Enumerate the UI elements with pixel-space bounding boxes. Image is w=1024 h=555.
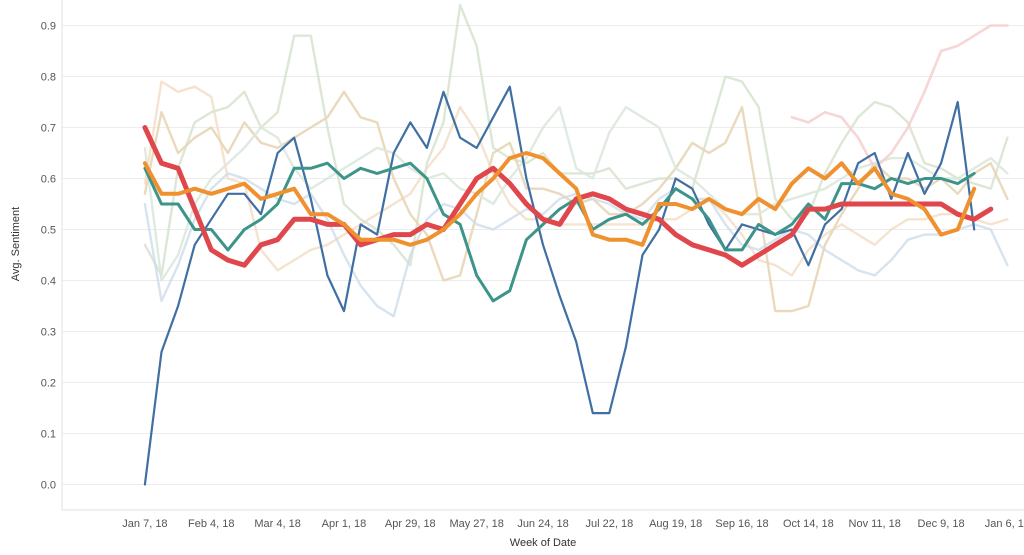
axes: 0.0 0.1 0.2 0.3 0.4 0.5 0.6 0.7 0.8 0.9 Jan 7, 18 F… (41, 0, 1024, 530)
x-tick-label: Nov 11, 18 (849, 518, 901, 530)
series-line-5[interactable] (143, 105, 1009, 282)
x-tick-label: Apr 1, 18 (322, 518, 367, 530)
series-line-6[interactable] (790, 24, 1009, 170)
y-tick-label: 0.9 (41, 21, 56, 33)
x-tick-label: Aug 19, 18 (649, 518, 702, 530)
x-tick-label: Jan 6, 19 (985, 518, 1024, 530)
x-tick-label: Sep 16, 18 (715, 518, 768, 530)
y-axis-title: Avg. Sentiment (10, 207, 22, 281)
y-tick-label: 0.5 (41, 225, 56, 237)
x-tick-label: Apr 29, 18 (385, 518, 436, 530)
x-tick-label: Jun 24, 18 (517, 518, 568, 530)
y-tick-label: 0.4 (41, 276, 56, 288)
x-tick-label: Mar 4, 18 (254, 518, 300, 530)
y-tick-label: 0.1 (41, 429, 56, 441)
x-tick-label: Feb 4, 18 (188, 518, 234, 530)
x-tick-label: Oct 14, 18 (783, 518, 834, 530)
y-tick-label: 0.0 (41, 480, 56, 492)
y-tick-label: 0.2 (41, 378, 56, 390)
y-tick-label: 0.7 (41, 123, 56, 135)
series-line-9[interactable] (142, 125, 994, 268)
x-tick-label: Dec 9, 18 (918, 518, 965, 530)
y-tick-label: 0.3 (41, 327, 56, 339)
series-line-7[interactable] (143, 85, 976, 486)
series-lines (142, 3, 1009, 486)
series-line-1[interactable] (143, 80, 1009, 277)
y-tick-label: 0.8 (41, 72, 56, 84)
x-tick-label: May 27, 18 (449, 518, 503, 530)
x-tick-label: Jul 22, 18 (585, 518, 633, 530)
y-tick-label: 0.6 (41, 174, 56, 186)
series-line-10[interactable] (142, 151, 977, 247)
series-line-2[interactable] (143, 3, 1009, 277)
x-axis-title: Week of Date (510, 537, 576, 549)
x-tick-label: Jan 7, 18 (122, 518, 167, 530)
